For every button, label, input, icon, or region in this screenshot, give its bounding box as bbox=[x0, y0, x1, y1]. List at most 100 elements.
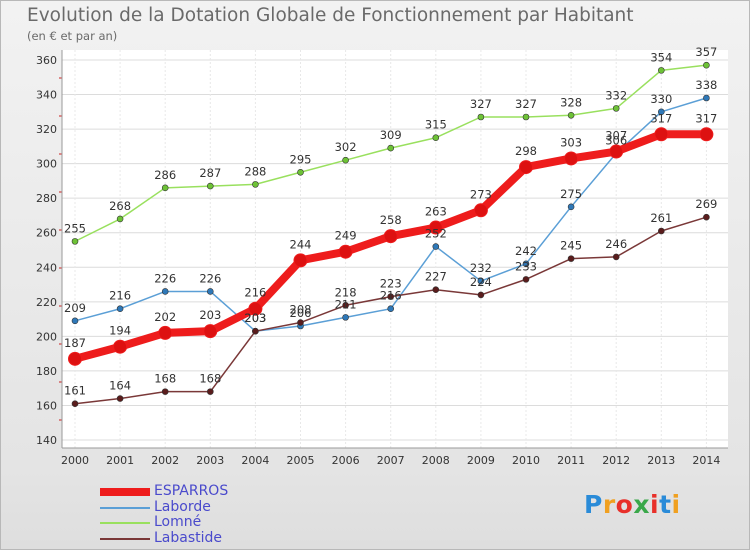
x-tick-label: 2001 bbox=[106, 454, 134, 467]
y-tick-label: 240 bbox=[36, 261, 57, 274]
data-label-esparros: 187 bbox=[64, 336, 86, 350]
data-point-lomn bbox=[342, 156, 349, 164]
data-point-laborde bbox=[71, 317, 79, 325]
data-label-laborde: 209 bbox=[64, 301, 86, 315]
data-point-labastide bbox=[477, 291, 485, 299]
legend-swatch bbox=[100, 506, 150, 509]
y-tick-label: 300 bbox=[36, 158, 57, 171]
data-label-esparros: 307 bbox=[605, 129, 627, 143]
data-point-lomn bbox=[522, 113, 530, 121]
data-point-esparros bbox=[68, 351, 82, 366]
plot-area bbox=[62, 50, 728, 448]
data-label-esparros: 263 bbox=[425, 205, 447, 219]
data-label-esparros: 298 bbox=[515, 144, 537, 158]
data-label-labastide: 245 bbox=[560, 239, 582, 253]
x-tick-label: 2009 bbox=[467, 454, 495, 467]
logo-letter: x bbox=[633, 490, 650, 519]
data-label-laborde: 216 bbox=[109, 289, 131, 303]
data-point-laborde bbox=[477, 277, 485, 285]
y-tick-label: 260 bbox=[36, 227, 57, 240]
data-label-laborde: 206 bbox=[290, 306, 312, 320]
data-label-laborde: 275 bbox=[560, 187, 582, 201]
data-label-laborde: 211 bbox=[335, 297, 357, 311]
data-point-lomn bbox=[161, 184, 169, 192]
data-point-esparros bbox=[338, 244, 353, 259]
data-point-esparros bbox=[113, 339, 128, 354]
data-label-laborde: 338 bbox=[695, 78, 717, 92]
data-point-lomn bbox=[207, 182, 214, 190]
data-label-lomn: 357 bbox=[695, 45, 717, 59]
legend-label: ESPARROS bbox=[154, 483, 229, 499]
data-label-lomn: 302 bbox=[335, 140, 357, 154]
data-label-lomn: 287 bbox=[199, 166, 221, 180]
proxiti-logo: Proxiti bbox=[584, 490, 681, 519]
x-tick-label: 2005 bbox=[287, 454, 315, 467]
data-point-esparros bbox=[699, 127, 714, 142]
logo-letter: i bbox=[671, 490, 681, 519]
data-label-laborde: 226 bbox=[154, 271, 176, 285]
data-label-lomn: 295 bbox=[290, 152, 312, 166]
data-label-labastide: 224 bbox=[470, 275, 492, 289]
data-point-laborde bbox=[161, 288, 169, 295]
data-label-esparros: 317 bbox=[650, 111, 672, 125]
data-point-lomn bbox=[432, 134, 440, 142]
data-label-lomn: 255 bbox=[64, 221, 86, 235]
data-label-labastide: 161 bbox=[64, 384, 86, 398]
x-tick-label: 2014 bbox=[692, 454, 720, 467]
data-point-laborde bbox=[657, 108, 665, 116]
data-label-laborde: 252 bbox=[425, 227, 447, 241]
y-tick-label: 280 bbox=[36, 192, 57, 205]
data-point-labastide bbox=[116, 395, 124, 402]
x-tick-label: 2003 bbox=[196, 454, 224, 467]
data-point-labastide bbox=[71, 400, 79, 408]
data-label-labastide: 203 bbox=[244, 311, 266, 325]
x-tick-label: 2006 bbox=[332, 454, 360, 467]
x-tick-label: 2002 bbox=[151, 454, 179, 467]
data-point-esparros bbox=[564, 151, 579, 166]
x-tick-label: 2008 bbox=[422, 454, 450, 467]
data-point-labastide bbox=[703, 213, 710, 221]
data-point-esparros bbox=[654, 127, 669, 142]
data-label-labastide: 208 bbox=[290, 303, 312, 317]
y-tick-label: 180 bbox=[36, 365, 57, 378]
data-point-esparros bbox=[203, 324, 218, 339]
data-label-esparros: 258 bbox=[380, 213, 402, 227]
data-point-laborde bbox=[342, 314, 349, 321]
data-point-labastide bbox=[612, 253, 620, 261]
chart-subtitle: (en € et par an) bbox=[27, 29, 118, 43]
x-tick-label: 2011 bbox=[557, 454, 585, 467]
data-point-labastide bbox=[297, 319, 304, 326]
data-point-lomn bbox=[116, 215, 124, 223]
data-label-labastide: 168 bbox=[154, 372, 176, 386]
data-point-lomn bbox=[477, 113, 485, 121]
data-point-esparros bbox=[609, 144, 624, 159]
data-label-lomn: 327 bbox=[515, 97, 537, 111]
data-label-labastide: 218 bbox=[335, 285, 357, 299]
logo-letter: i bbox=[650, 490, 660, 519]
y-tick-label: 320 bbox=[36, 123, 57, 136]
x-tick-label: 2007 bbox=[377, 454, 405, 467]
logo-letter: P bbox=[584, 490, 603, 519]
data-point-esparros bbox=[293, 253, 308, 268]
data-point-labastide bbox=[567, 255, 575, 262]
data-point-lomn bbox=[252, 181, 259, 188]
logo-letter: r bbox=[602, 490, 616, 519]
legend-swatch bbox=[100, 537, 150, 540]
data-label-labastide: 227 bbox=[425, 270, 447, 284]
data-point-esparros bbox=[519, 160, 533, 175]
data-point-esparros bbox=[428, 220, 443, 235]
y-tick-label: 340 bbox=[36, 89, 57, 102]
x-tick-label: 2000 bbox=[61, 454, 89, 467]
data-point-esparros bbox=[383, 229, 398, 244]
y-tick-label: 160 bbox=[36, 399, 57, 412]
legend-label: Laborde bbox=[154, 498, 211, 515]
x-tick-label: 2012 bbox=[602, 454, 630, 467]
data-label-esparros: 273 bbox=[470, 187, 492, 201]
data-point-labastide bbox=[432, 286, 440, 294]
data-point-labastide bbox=[161, 388, 169, 395]
data-label-lomn: 288 bbox=[244, 164, 266, 178]
y-tick-label: 360 bbox=[36, 54, 57, 67]
data-point-lomn bbox=[657, 67, 665, 74]
data-point-lomn bbox=[703, 61, 710, 69]
